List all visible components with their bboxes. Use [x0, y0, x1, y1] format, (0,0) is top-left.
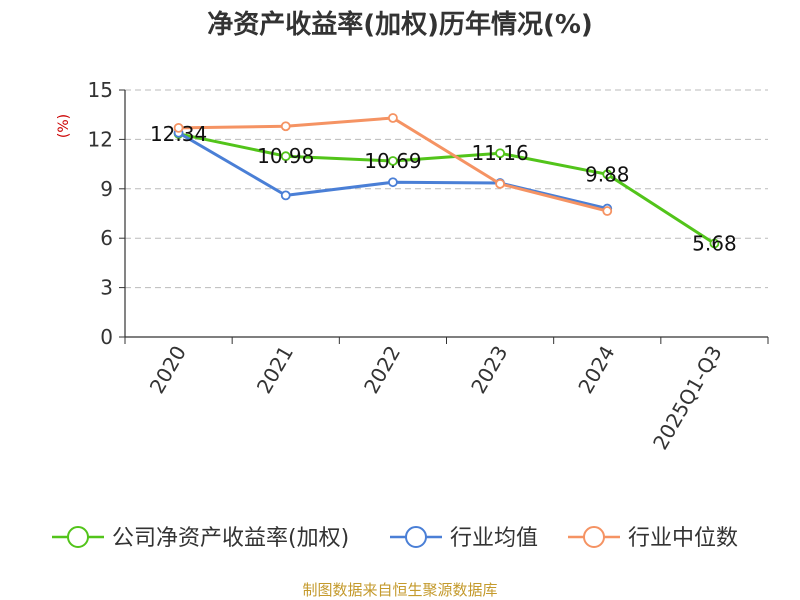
data-label: 10.69 [364, 149, 421, 173]
y-tick-label: 9 [100, 177, 113, 201]
data-label: 12.34 [150, 122, 207, 146]
data-point [173, 122, 184, 133]
y-axis-label: (%) [56, 114, 72, 138]
series-2 [173, 113, 613, 216]
legend-marker [583, 526, 605, 548]
data-label: 11.16 [471, 141, 528, 165]
y-tick-label: 0 [100, 325, 113, 349]
data-point [602, 206, 613, 216]
x-tick-label: 2025Q1-Q3 [648, 342, 727, 454]
legend-label: 行业均值 [450, 526, 538, 551]
data-labels: 12.34 10.98 10.69 11.16 9.88 5.68 [150, 122, 737, 256]
data-point [388, 177, 398, 188]
legend-item-1: 行业均值 [390, 526, 538, 551]
data-label: 10.98 [257, 144, 314, 168]
chart-title: 净资产收益率(加权)历年情况(%) [207, 9, 593, 40]
data-label: 5.68 [692, 231, 737, 255]
data-point [495, 148, 505, 159]
data-point [495, 178, 505, 189]
source-note: 制图数据来自恒生聚源数据库 [302, 581, 497, 599]
legend: 公司净资产收益率(加权) 行业均值 行业中位数 [52, 526, 738, 551]
x-tick-label: 2020 [145, 342, 191, 398]
legend-marker [405, 526, 427, 548]
data-point [280, 151, 291, 162]
data-point [388, 113, 398, 123]
y-tick-label: 12 [88, 127, 113, 151]
data-point [280, 190, 291, 201]
data-point [709, 238, 720, 249]
y-tick-label: 3 [100, 276, 113, 300]
x-tick-label: 2021 [252, 342, 298, 398]
x-tick-label: 2024 [573, 342, 619, 398]
y-tick-label: 15 [88, 78, 113, 102]
x-tick-label: 2023 [466, 342, 512, 398]
data-point [602, 169, 613, 180]
legend-label: 公司净资产收益率(加权) [112, 526, 349, 551]
axes: 0 3 6 9 12 15 2020 2021 2022 2023 2024 2025Q1-Q3 [88, 78, 769, 454]
x-tick-label: 2022 [359, 342, 405, 398]
data-point [280, 121, 291, 132]
legend-item-0: 公司净资产收益率(加权) [52, 526, 349, 551]
data-label: 9.88 [585, 162, 630, 186]
series-group [173, 113, 720, 249]
legend-label: 行业中位数 [628, 526, 738, 551]
legend-item-2: 行业中位数 [568, 526, 738, 551]
data-point [388, 156, 398, 166]
series-line [178, 132, 716, 245]
grid-lines [125, 89, 768, 289]
legend-marker [67, 526, 89, 548]
y-tick-label: 6 [100, 226, 113, 250]
